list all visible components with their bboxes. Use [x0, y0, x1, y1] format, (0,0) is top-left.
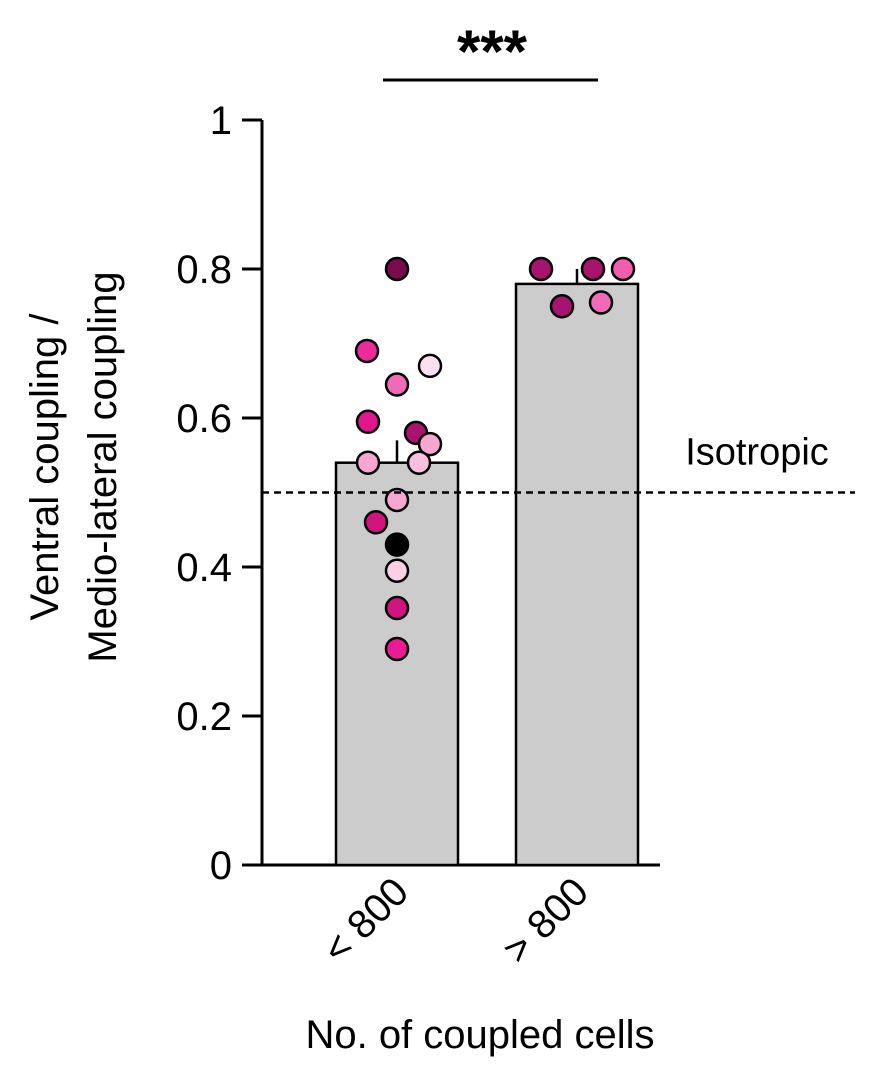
- bars: [334, 269, 640, 867]
- y-axis-title-line-2: Medio-lateral coupling: [81, 271, 125, 662]
- data-point-2-4: [549, 294, 575, 319]
- significance-label: ***: [457, 18, 528, 85]
- data-point-2-5: [588, 290, 614, 315]
- annotations: Isotropic ***: [262, 18, 855, 494]
- data-point-1-7: [417, 431, 443, 457]
- data-point-1-1: [384, 256, 410, 282]
- data-point-1-5: [355, 409, 381, 434]
- y-tick-label-4: 0.8: [176, 248, 232, 292]
- bar-1: [334, 461, 460, 867]
- reference-line-label: Isotropic: [685, 432, 829, 474]
- data-point-1-2: [354, 338, 380, 364]
- y-tick-label-3: 0.6: [176, 397, 232, 441]
- data-point-1-8: [355, 450, 381, 475]
- y-tick-label-1: 0.2: [176, 695, 232, 739]
- data-point-1-13: [384, 558, 410, 583]
- data-point-1-4: [384, 372, 410, 397]
- y-axis-title-line-1: Ventral coupling /: [23, 313, 67, 621]
- data-point-1-15: [384, 636, 410, 662]
- data-point-1-12: [384, 532, 410, 557]
- x-tick-label-2: > 800: [494, 869, 597, 972]
- data-points: [354, 256, 636, 662]
- data-point-2-1: [528, 256, 554, 282]
- data-point-1-10: [384, 487, 410, 513]
- data-point-1-3: [417, 353, 443, 379]
- data-point-1-9: [406, 450, 432, 475]
- bar-2: [514, 282, 640, 867]
- data-point-1-14: [384, 595, 410, 621]
- x-axis-title: No. of coupled cells: [305, 1013, 654, 1057]
- y-tick-label-5: 1: [210, 99, 232, 143]
- data-point-2-2: [580, 256, 606, 282]
- y-tick-label-2: 0.4: [176, 546, 232, 590]
- y-tick-label-0: 0: [210, 844, 232, 888]
- data-point-1-11: [363, 510, 389, 535]
- x-tick-label-1: < 800: [314, 869, 417, 972]
- data-point-2-3: [610, 256, 636, 282]
